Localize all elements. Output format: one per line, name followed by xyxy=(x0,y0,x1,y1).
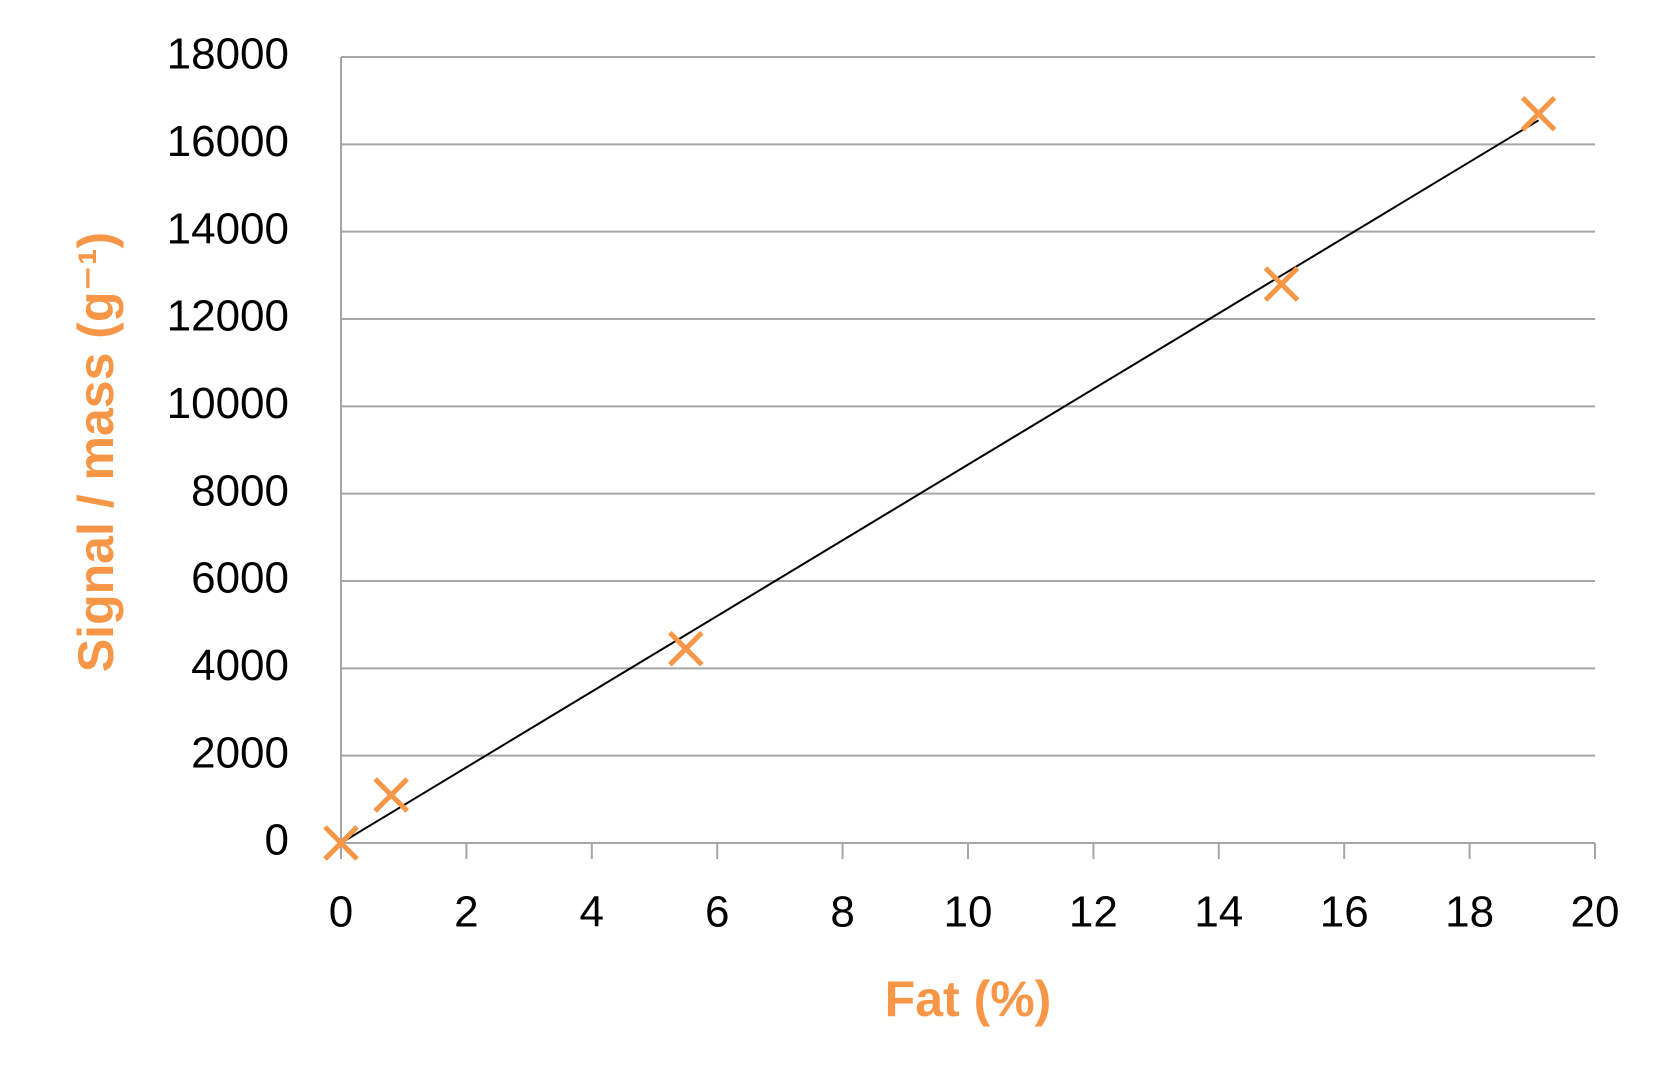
x-tick-label: 0 xyxy=(329,888,353,937)
x-tick-label: 8 xyxy=(830,888,854,937)
trendline xyxy=(340,119,1540,844)
y-tick-label: 12000 xyxy=(167,292,289,341)
x-tick-label: 12 xyxy=(1069,888,1118,937)
marker xyxy=(668,630,704,667)
marker xyxy=(1520,95,1557,132)
x-tick-label: 2 xyxy=(454,888,478,937)
x-tick-label: 18 xyxy=(1445,888,1494,937)
y-tick-label: 2000 xyxy=(191,728,289,777)
y-tick-label: 6000 xyxy=(191,554,289,603)
x-tick-label: 16 xyxy=(1320,888,1369,937)
x-tick-label: 4 xyxy=(580,888,604,937)
marker xyxy=(373,777,409,813)
x-axis-title: Fat (%) xyxy=(885,971,1052,1027)
y-tick-label: 0 xyxy=(265,816,289,865)
y-tick-label: 14000 xyxy=(167,204,289,253)
y-tick-label: 8000 xyxy=(191,466,289,515)
marker xyxy=(1263,266,1300,302)
y-tick-label: 16000 xyxy=(167,117,289,166)
y-tick-label: 4000 xyxy=(191,641,289,690)
x-tick-label: 6 xyxy=(705,888,729,937)
y-tick-label: 18000 xyxy=(167,30,289,79)
y-axis-title: Signal / mass (g⁻¹) xyxy=(68,232,124,672)
x-tick-label: 14 xyxy=(1194,888,1243,937)
x-tick-label: 20 xyxy=(1571,888,1620,937)
marker xyxy=(323,825,359,861)
y-tick-label: 10000 xyxy=(167,379,289,428)
x-tick-label: 10 xyxy=(944,888,993,937)
